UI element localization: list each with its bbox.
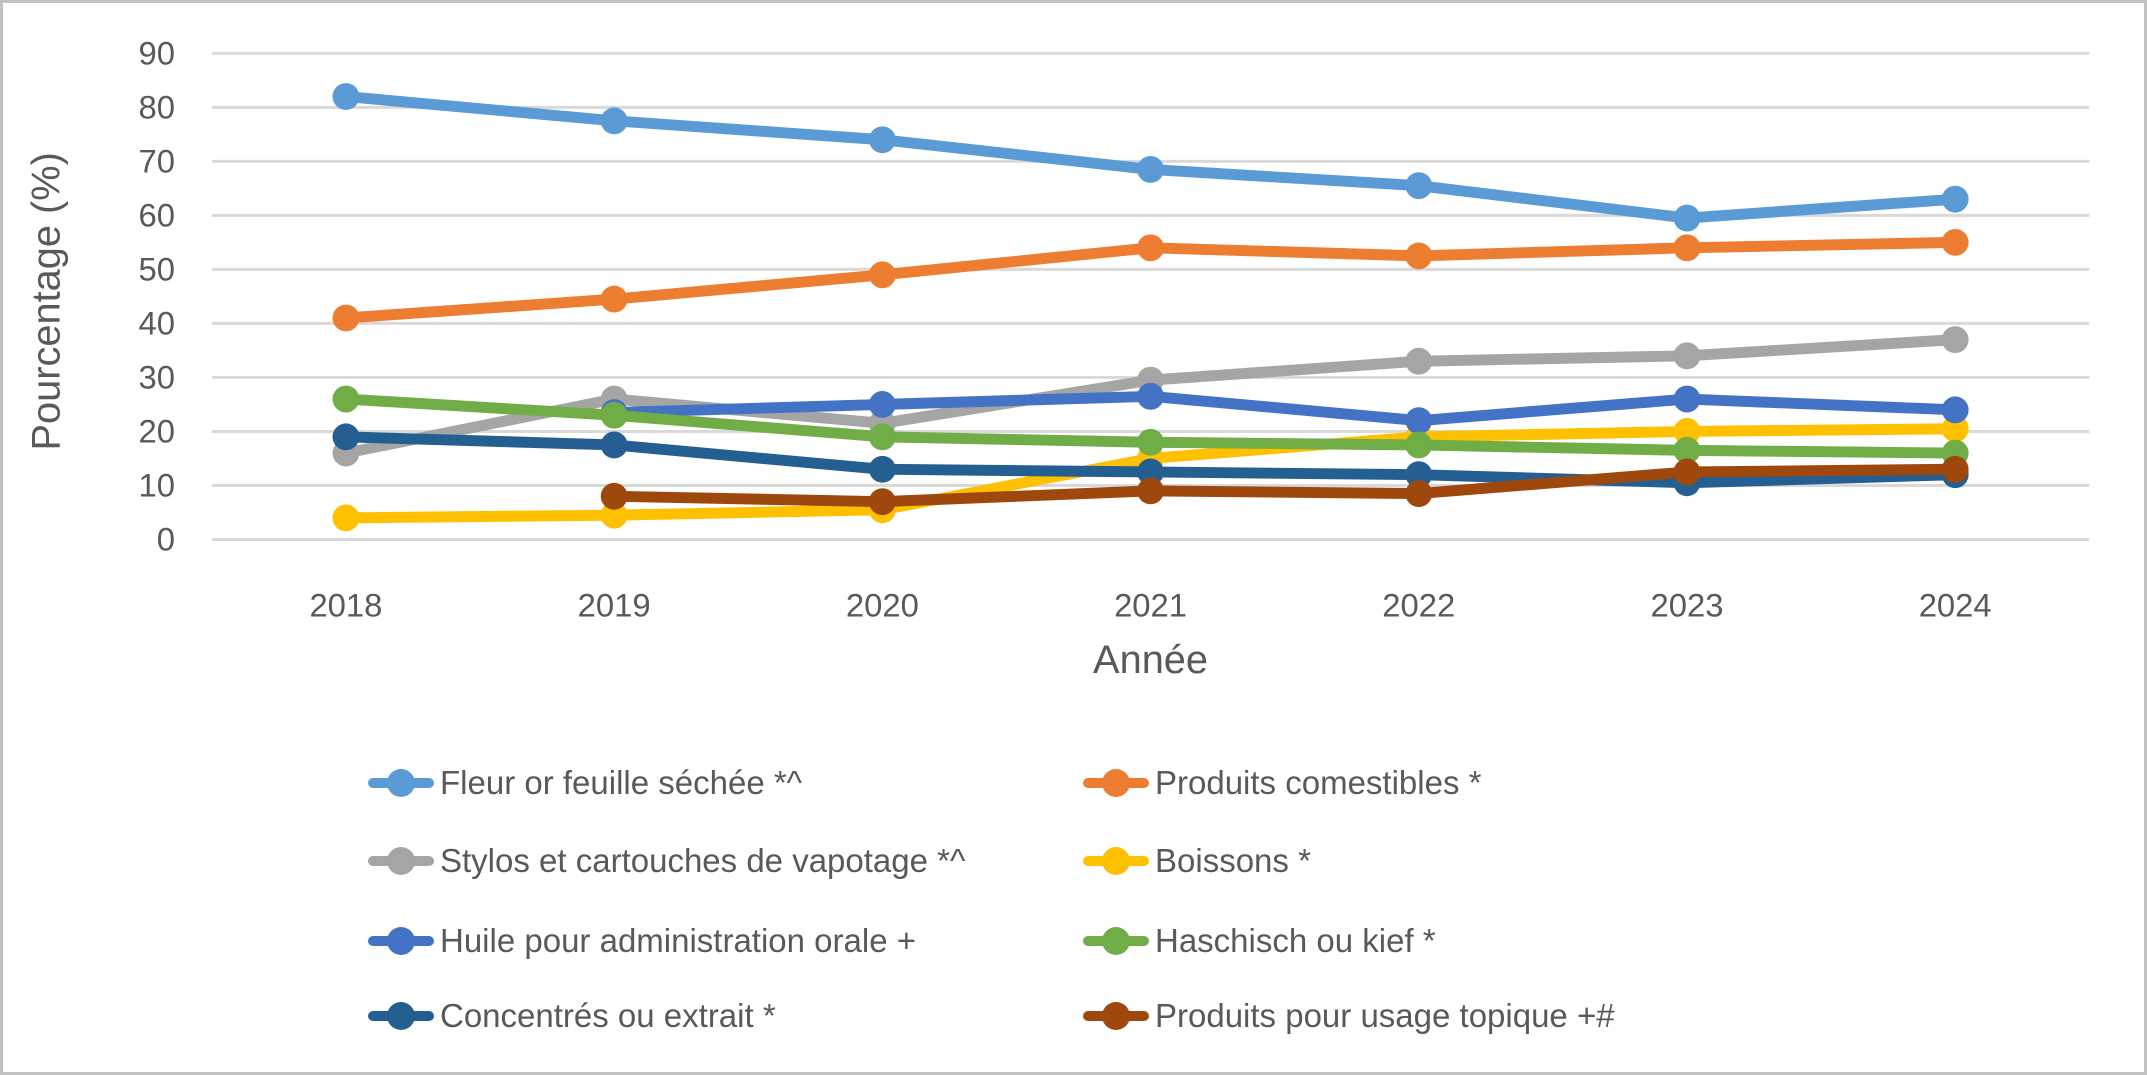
data-point-huile-orale bbox=[1941, 396, 1969, 424]
data-point-haschisch bbox=[868, 423, 896, 451]
data-point-topique bbox=[1673, 458, 1701, 486]
data-point-boissons bbox=[332, 504, 360, 532]
y-tick-label: 90 bbox=[139, 34, 175, 71]
data-point-comestibles bbox=[1941, 228, 1969, 256]
data-point-fleur-sechee bbox=[600, 107, 628, 135]
data-point-haschisch bbox=[600, 401, 628, 429]
y-tick-label: 60 bbox=[139, 196, 175, 233]
data-point-boissons bbox=[1673, 418, 1701, 445]
y-tick-label: 20 bbox=[139, 412, 175, 449]
data-point-fleur-sechee bbox=[1673, 204, 1701, 232]
data-point-fleur-sechee bbox=[1941, 185, 1969, 213]
y-axis-title: Pourcentage (%) bbox=[25, 152, 69, 450]
x-tick-label: 2024 bbox=[1919, 587, 1992, 624]
data-point-comestibles bbox=[868, 261, 896, 289]
data-point-huile-orale bbox=[1137, 382, 1164, 410]
x-tick-label: 2019 bbox=[578, 587, 651, 624]
data-point-fleur-sechee bbox=[1137, 156, 1164, 183]
data-point-topique bbox=[868, 488, 896, 516]
data-point-concentres bbox=[600, 431, 628, 459]
data-point-comestibles bbox=[1137, 234, 1164, 262]
data-point-comestibles bbox=[1405, 242, 1433, 270]
data-point-haschisch bbox=[1137, 428, 1164, 456]
data-point-concentres bbox=[868, 455, 896, 483]
x-tick-label: 2023 bbox=[1651, 587, 1724, 624]
data-point-huile-orale bbox=[868, 391, 896, 418]
line-chart: 0 10 20 30 40 50 60 70 80 90 2018 2019 2020 2021 2022 2… bbox=[25, 34, 2090, 682]
data-point-topique bbox=[1405, 480, 1433, 507]
data-point-vapotage bbox=[1405, 347, 1433, 375]
y-tick-label: 50 bbox=[139, 250, 175, 287]
x-axis-title: Année bbox=[1093, 638, 1208, 682]
data-point-concentres bbox=[1405, 461, 1433, 489]
data-point-topique bbox=[600, 482, 628, 510]
data-point-topique bbox=[1137, 477, 1164, 505]
data-point-boissons bbox=[1941, 415, 1969, 443]
series-line-topique bbox=[608, 463, 1961, 508]
x-tick-label: 2018 bbox=[309, 587, 382, 624]
data-point-fleur-sechee bbox=[1405, 172, 1433, 200]
x-tick-label: 2021 bbox=[1114, 587, 1187, 624]
data-point-huile-orale bbox=[1405, 407, 1433, 435]
y-tick-label: 80 bbox=[139, 88, 175, 125]
data-point-comestibles bbox=[1673, 234, 1701, 262]
data-point-fleur-sechee bbox=[868, 126, 896, 154]
data-point-haschisch bbox=[1673, 436, 1701, 464]
data-point-haschisch bbox=[332, 385, 360, 413]
y-tick-label: 30 bbox=[139, 358, 175, 395]
data-point-haschisch bbox=[1405, 431, 1433, 459]
data-point-concentres bbox=[1137, 458, 1164, 486]
data-point-boissons bbox=[600, 501, 628, 529]
x-tick-label: 2020 bbox=[846, 587, 919, 624]
data-point-comestibles bbox=[600, 285, 628, 313]
data-point-concentres bbox=[332, 423, 360, 451]
data-point-vapotage bbox=[1673, 342, 1701, 370]
data-point-comestibles bbox=[332, 304, 360, 332]
y-tick-label: 0 bbox=[157, 520, 175, 557]
data-point-fleur-sechee bbox=[332, 83, 360, 110]
y-tick-label: 10 bbox=[139, 466, 175, 503]
data-point-vapotage bbox=[1941, 326, 1969, 354]
series-line-huile-orale bbox=[608, 390, 1961, 427]
data-point-topique bbox=[1941, 455, 1969, 483]
x-tick-label: 2022 bbox=[1382, 587, 1455, 624]
y-tick-label: 70 bbox=[139, 142, 175, 179]
y-tick-label: 40 bbox=[139, 304, 175, 341]
data-point-huile-orale bbox=[1673, 385, 1701, 413]
